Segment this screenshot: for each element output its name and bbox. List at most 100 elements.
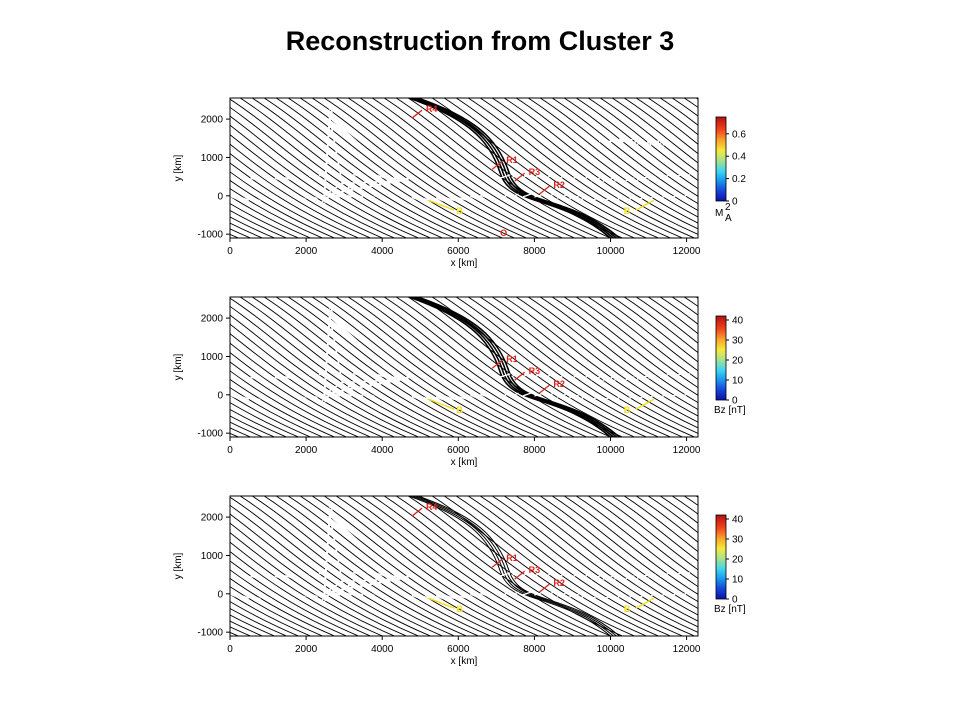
b-arrow (428, 597, 455, 609)
velocity-arrow (511, 173, 519, 179)
velocity-arrow (387, 394, 398, 399)
field-line (230, 577, 336, 636)
velocity-arrow (421, 376, 432, 381)
current-sheet-line (408, 297, 612, 437)
y-tick-label: -1000 (197, 230, 223, 241)
b-label: B (456, 405, 463, 415)
field-line (551, 496, 698, 603)
x-tick-label: 6000 (447, 644, 470, 655)
velocity-arrow (648, 394, 656, 399)
velocity-arrow (522, 571, 532, 576)
velocity-arrow (470, 176, 478, 181)
spacecraft-label: 1 (404, 171, 409, 181)
velocity-arrow (511, 372, 519, 378)
velocity-arrow (455, 574, 467, 579)
velocity-arrow (682, 173, 691, 178)
velocity-arrow (455, 395, 467, 400)
velocity-arrow (264, 396, 273, 401)
velocity-arrow (636, 176, 648, 181)
x-tick-label: 8000 (523, 445, 546, 456)
field-line (230, 496, 444, 636)
y-tick-label: 1000 (201, 551, 224, 562)
field-line (479, 496, 696, 636)
velocity-arrow (333, 193, 341, 198)
velocity-arrow (387, 593, 398, 598)
velocity-arrow (308, 175, 318, 180)
field-line (515, 496, 698, 622)
field-line (0, 94, 152, 242)
velocity-arrow (455, 176, 467, 181)
field-line (359, 98, 576, 238)
velocity-arrow (343, 591, 352, 596)
velocity-arrow (377, 572, 387, 578)
velocity-arrow (250, 575, 261, 580)
velocity-arrow (308, 593, 318, 598)
field-line (230, 394, 312, 437)
field-line (491, 98, 698, 235)
spacecraft-tetrahedron: 1 2 3 4 (321, 305, 409, 408)
field-line (230, 626, 252, 636)
field-line (311, 496, 528, 636)
colorbar-label: Bz [nT] (714, 604, 746, 615)
field-line (623, 98, 698, 155)
velocity-arrow (230, 375, 238, 380)
field-line (623, 297, 698, 354)
y-tick-label: -1000 (197, 628, 223, 639)
velocity-scale-label: 100 km/s (629, 137, 667, 147)
velocity-arrow (284, 575, 295, 580)
field-line (0, 94, 188, 242)
field-line (230, 607, 288, 636)
velocity-arrow (591, 177, 601, 182)
field-line (0, 492, 152, 640)
colorbar-tick-label: 0 (732, 396, 738, 407)
field-line (0, 293, 200, 441)
field-line (230, 124, 408, 238)
colorbar-tick-label: 30 (732, 535, 744, 546)
field-line (467, 98, 684, 238)
heatmap-field (0, 492, 698, 640)
x-axis-label: x [km] (451, 258, 478, 269)
field-line (683, 98, 698, 108)
x-tick-label: 6000 (447, 246, 470, 257)
field-line (527, 98, 698, 218)
colorbar-label-sup: 2 (725, 202, 731, 213)
velocity-arrow (625, 376, 635, 381)
current-sheet-line (411, 98, 615, 238)
event-marker: O (500, 228, 507, 238)
velocity-arrow (284, 376, 295, 381)
field-line (0, 492, 140, 640)
field-line (230, 513, 420, 636)
velocity-arrow (435, 396, 444, 401)
event-label: R1 (506, 354, 518, 364)
colorbar-tick-label: 20 (732, 555, 744, 566)
field-line (0, 492, 164, 640)
velocity-arrow (318, 373, 330, 378)
velocity-arrow (470, 574, 478, 579)
field-line (395, 496, 612, 636)
velocity-arrow (421, 575, 432, 580)
velocity-arrow (480, 393, 489, 398)
velocity-arrow (557, 175, 566, 180)
b-label: B (624, 604, 631, 614)
field-line (230, 402, 300, 437)
field-line (671, 496, 698, 515)
field-line (239, 496, 456, 636)
velocity-arrow (648, 573, 656, 578)
colorbar-tick-label: 40 (732, 316, 744, 327)
colorbar-tick-label: 40 (732, 515, 744, 526)
field-line (491, 496, 698, 633)
field-line (275, 297, 492, 437)
velocity-arrow (264, 197, 273, 202)
field-line (347, 496, 564, 636)
velocity-arrow (421, 177, 432, 182)
velocity-arrow (579, 196, 588, 201)
event-arrow (539, 583, 550, 593)
field-line (599, 297, 698, 372)
field-line (647, 297, 698, 335)
spacecraft-tetrahedron: 1 2 3 4 (321, 106, 409, 209)
event-label: R4 (426, 104, 438, 114)
field-line (635, 496, 698, 543)
colorbar-label-sub: A (725, 213, 732, 224)
velocity-arrow (499, 193, 511, 199)
tetrahedron-edge (342, 379, 400, 384)
